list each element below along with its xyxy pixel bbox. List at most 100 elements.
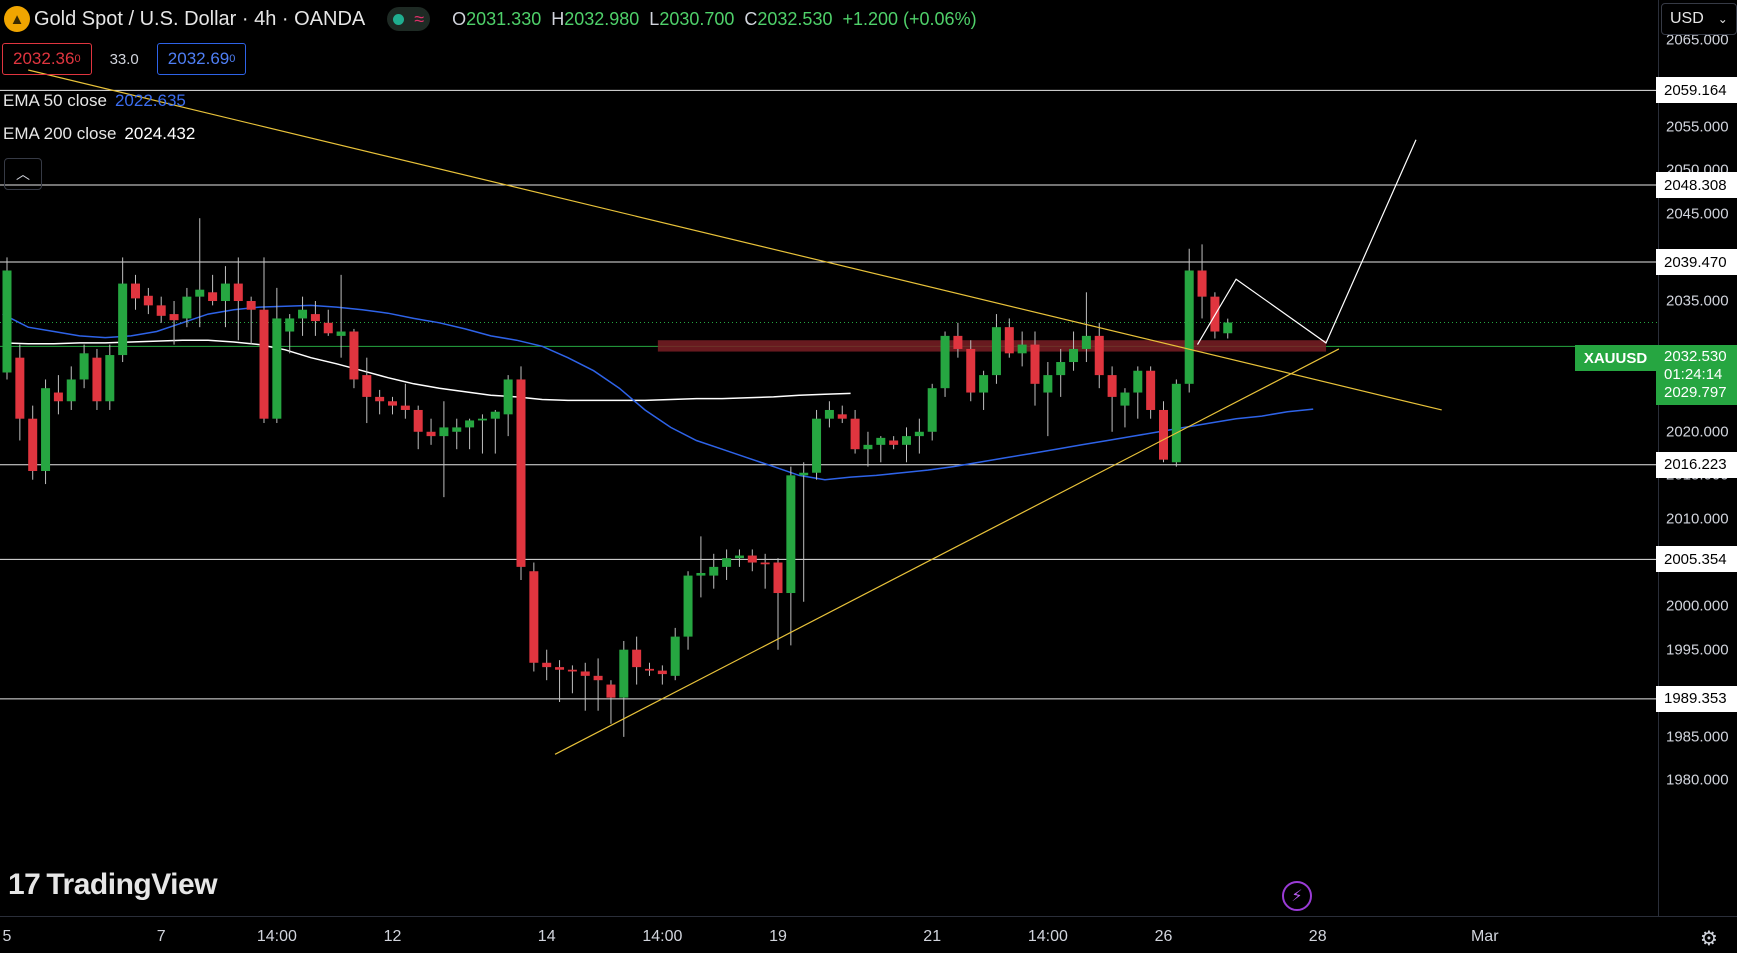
price-tick-label: 2010.000 — [1666, 510, 1729, 528]
candle-up — [812, 418, 822, 473]
candle-down — [606, 684, 616, 698]
candle-down — [889, 440, 899, 445]
time-axis[interactable] — [0, 916, 1737, 953]
candle-up — [927, 388, 937, 432]
tradingview-mark-icon: 17 — [8, 868, 41, 901]
candle-down — [516, 379, 526, 567]
ema200-legend[interactable]: EMA 200 close 2024.432 — [3, 124, 196, 143]
sell-button[interactable]: 2032.36 0 — [2, 43, 92, 75]
candle-up — [734, 555, 744, 559]
currency-selector[interactable]: USD ⌄ — [1661, 3, 1737, 35]
candle-up — [991, 327, 1001, 376]
candle-up — [902, 436, 911, 445]
price-tick-label: 1980.000 — [1666, 771, 1729, 789]
candle-up — [490, 411, 500, 419]
candle-down — [760, 562, 770, 565]
collapse-legend-button[interactable]: ︿ — [4, 158, 42, 190]
price-tick-label: 2045.000 — [1666, 205, 1729, 223]
marker-price-label: 2029.797 — [1656, 379, 1737, 405]
symbol-price-label: XAUUSD — [1575, 345, 1656, 371]
candle-down — [1146, 370, 1156, 410]
candle-up — [1120, 392, 1130, 406]
candle-down — [310, 314, 320, 322]
candle-up — [940, 335, 950, 389]
candle-down — [1094, 335, 1104, 376]
ema50-line — [2, 304, 1314, 481]
candle-up — [41, 388, 51, 471]
lightning-icon[interactable]: ⚡ — [1282, 881, 1312, 911]
descending-trendline — [28, 69, 1442, 411]
price-tick-label: 2065.000 — [1666, 31, 1729, 48]
candle-down — [15, 357, 25, 419]
chevron-up-icon: ︿ — [16, 166, 30, 182]
candle-up — [1056, 362, 1066, 376]
candle-up — [696, 572, 706, 576]
time-tick-label: 21 — [923, 928, 942, 945]
candle-down — [1107, 375, 1117, 397]
candle-down — [567, 669, 577, 672]
candle-down — [400, 405, 410, 410]
candle-down — [966, 348, 976, 393]
candle-up — [1043, 375, 1053, 393]
projection-path — [1196, 139, 1417, 345]
candle-down — [143, 295, 153, 306]
candle-up — [439, 427, 449, 437]
level-price-label: 2048.308 — [1656, 172, 1737, 198]
candle-up — [876, 437, 886, 445]
price-tick-label: 1995.000 — [1666, 641, 1729, 659]
candle-up — [79, 353, 89, 380]
candle-down — [28, 418, 38, 471]
candle-up — [195, 289, 205, 297]
symbol-title[interactable]: Gold Spot / U.S. Dollar · 4h · OANDA — [34, 7, 366, 30]
candle-down — [529, 571, 539, 663]
candle-up — [863, 444, 873, 450]
time-tick-label: 28 — [1308, 928, 1327, 945]
price-tick-label: 2055.000 — [1666, 118, 1729, 136]
market-status-pill[interactable]: ≈ — [387, 7, 431, 31]
candle-down — [375, 396, 385, 402]
level-price-label: 2016.223 — [1656, 451, 1737, 478]
chart-header: ▲ Gold Spot / U.S. Dollar · 4h · OANDA ≈… — [0, 0, 977, 38]
candle-up — [1081, 335, 1091, 349]
candle-down — [131, 283, 140, 299]
candle-down — [850, 418, 860, 450]
candle-up — [336, 331, 346, 336]
candle-up — [824, 409, 834, 419]
time-tick-label: 14:00 — [256, 928, 297, 945]
level-price-label: 2059.164 — [1656, 77, 1737, 104]
candle-down — [1030, 344, 1040, 384]
candle-up — [619, 649, 629, 698]
candle-up — [914, 431, 924, 437]
price-tick-label: 2035.000 — [1666, 292, 1729, 310]
candle-up — [465, 420, 475, 428]
candle-down — [593, 675, 603, 681]
candle-up — [1133, 370, 1143, 393]
candle-down — [246, 301, 256, 310]
ema50-legend[interactable]: EMA 50 close 2022.635 — [3, 91, 186, 110]
candle-down — [1159, 409, 1168, 460]
candle-down — [953, 335, 963, 349]
candle-up — [786, 475, 796, 594]
candle-down — [388, 401, 397, 406]
candle-up — [503, 379, 513, 415]
candle-down — [645, 668, 654, 671]
candle-down — [53, 392, 63, 402]
trade-buttons: 2032.36 0 33.0 2032.69 0 — [2, 43, 247, 75]
candle-up — [1017, 344, 1027, 354]
time-tick-label: 12 — [383, 928, 402, 945]
settings-gear-icon[interactable]: ⚙ — [1700, 928, 1718, 950]
candle-down — [169, 314, 179, 321]
candle-down — [632, 649, 642, 668]
candle-up — [285, 318, 295, 332]
candle-up — [182, 296, 192, 319]
candle-up — [105, 355, 115, 402]
buy-button[interactable]: 2032.69 0 — [156, 43, 247, 75]
candle-down — [92, 357, 102, 402]
candle-up — [66, 379, 76, 402]
price-tick-label: 1985.000 — [1666, 728, 1729, 746]
candle-down — [773, 562, 783, 594]
candle-up — [477, 418, 487, 421]
candle-down — [837, 414, 847, 419]
ascending-trendline — [554, 348, 1340, 755]
